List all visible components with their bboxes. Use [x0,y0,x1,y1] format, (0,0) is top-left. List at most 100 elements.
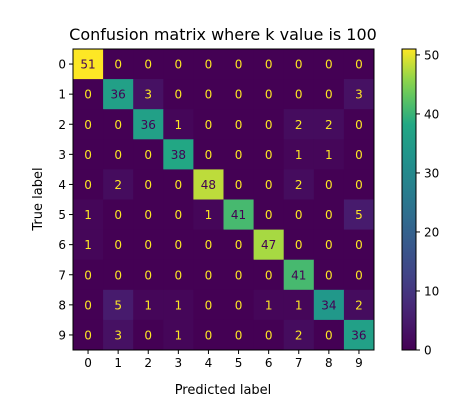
cell-value-label: 0 [205,238,213,252]
cell-value-label: 36 [111,88,126,102]
heatmap-cell [253,229,285,261]
cell-value-label: 41 [231,208,246,222]
cell-value-label: 2 [295,178,303,192]
cell-value-label: 0 [84,118,92,132]
heatmap-cell [223,79,254,110]
heatmap-cell [73,229,104,261]
x-tick-label: 9 [355,356,363,370]
heatmap-cell [193,229,224,261]
heatmap-cell [253,289,285,321]
heatmap-cell [223,49,254,80]
heatmap-cell [193,49,224,80]
colorbar-tick-label: 20 [424,225,439,239]
cell-value-label: 2 [295,328,303,342]
heatmap-cell [193,199,224,230]
cell-value-label: 0 [205,298,213,312]
heatmap-cell [253,319,285,351]
heatmap-cell [103,199,134,230]
cell-value-label: 1 [175,118,183,132]
cell-value-label: 0 [235,118,243,132]
heatmap-cell [133,259,164,291]
cell-value-label: 0 [205,58,213,72]
y-tick-label: 9 [58,328,66,342]
cell-value-label: 0 [295,58,303,72]
heatmap-cell [313,139,345,170]
heatmap-cell [343,289,375,321]
heatmap-cells: 51 0 0 0 0 0 0 0 0 00 36 3 0 0 0 0 0 0 30 0 36 1 0 0 0 2 2 00 0 0 38 0 0… [73,49,375,351]
heatmap-cell [253,199,285,230]
heatmap-cell [73,139,104,170]
cell-value-label: 0 [265,118,273,132]
cell-value-label: 5 [355,208,363,222]
cell-value-label: 0 [144,178,152,192]
heatmap-cell [313,319,345,351]
cell-value-label: 0 [295,238,303,252]
colorbar-gradient [401,48,417,351]
cell-value-label: 0 [114,238,122,252]
heatmap-cell [163,229,194,261]
cell-value-label: 0 [325,328,333,342]
heatmap-cell [313,169,345,200]
heatmap-cell [343,169,375,200]
heatmap-cell [283,229,315,261]
cell-value-label: 0 [235,88,243,102]
cell-value-label: 0 [144,148,152,162]
cell-value-label: 0 [235,178,243,192]
heatmap-cell [133,289,164,321]
cell-value-label: 0 [295,88,303,102]
cell-value-label: 0 [265,58,273,72]
heatmap-cell [163,169,194,200]
cell-value-label: 0 [235,148,243,162]
cell-value-label: 1 [84,238,92,252]
cell-value-label: 2 [355,298,363,312]
heatmap-cell [223,109,254,140]
cell-value-label: 0 [355,178,363,192]
heatmap-cell [103,259,134,291]
heatmap-cell [313,79,345,110]
cell-value-label: 47 [261,238,276,252]
cell-value-label: 2 [114,178,122,192]
heatmap-cell [313,289,345,321]
x-tick-label: 1 [114,356,122,370]
cell-value-label: 0 [84,328,92,342]
heatmap-cell [73,259,104,291]
cell-value-label: 0 [265,268,273,282]
heatmap-cell [73,289,104,321]
cell-value-label: 0 [84,88,92,102]
cell-value-label: 0 [325,238,333,252]
cell-value-label: 1 [175,298,183,312]
heatmap-cell [313,109,345,140]
cell-value-label: 0 [235,328,243,342]
x-tick-label: 8 [325,356,333,370]
cell-value-label: 0 [265,88,273,102]
plot-frame [72,48,375,351]
heatmap-cell [163,109,194,140]
heatmap-cell [313,49,345,80]
x-tick-label: 5 [235,356,243,370]
cell-value-label: 3 [355,88,363,102]
cell-value-label: 0 [84,268,92,282]
cell-value-label: 0 [355,58,363,72]
heatmap-cell [163,319,194,351]
cell-value-label: 1 [325,148,333,162]
cell-value-label: 36 [141,118,156,132]
heatmap-cell [103,319,134,351]
heatmap-cell [163,199,194,230]
cell-value-label: 51 [80,58,95,72]
cell-value-label: 0 [205,118,213,132]
cell-value-label: 0 [114,268,122,282]
heatmap-cell [343,259,375,291]
y-tick-label: 8 [58,298,66,312]
cell-value-label: 0 [144,328,152,342]
y-tick-label: 7 [58,268,66,282]
heatmap-cell [193,319,224,351]
cell-value-label: 1 [175,328,183,342]
colorbar-tick-label: 50 [424,48,439,62]
cell-value-label: 0 [84,178,92,192]
heatmap-cell [343,109,375,140]
cell-value-label: 1 [295,148,303,162]
x-tick-label: 2 [144,356,152,370]
cell-value-label: 41 [291,268,306,282]
y-tick-label: 1 [58,88,66,102]
